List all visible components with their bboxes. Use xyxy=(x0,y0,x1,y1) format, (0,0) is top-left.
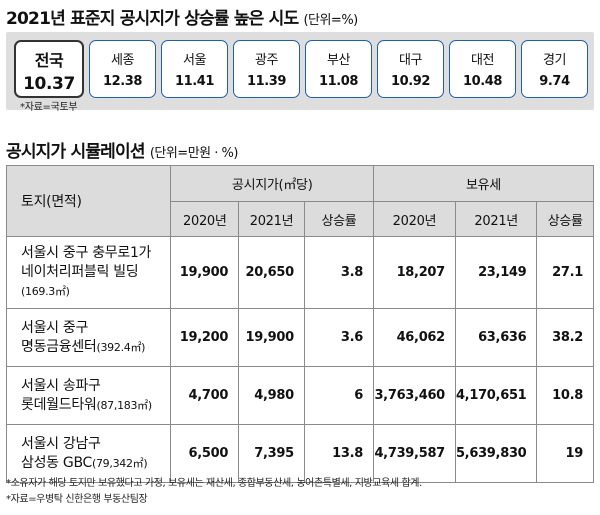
tax-2020-cell: 46,062 xyxy=(372,308,456,367)
tax-2021-cell: 23,149 xyxy=(454,236,538,309)
land-cell: 서울시 중구 명동금융센터(392.4㎡) xyxy=(5,308,172,367)
table-row: 서울시 중구 충무로1가 네이처리퍼블릭 빌딩 (169.3㎡) 19,900 … xyxy=(5,236,594,309)
tax-2020-cell: 18,207 xyxy=(372,236,456,309)
land-line2: 네이처리퍼블릭 빌딩 xyxy=(21,264,139,281)
land-cell: 서울시 강남구 삼성동 GBC(79,342㎡) xyxy=(5,424,172,483)
land-line1: 서울시 중구 충무로1가 xyxy=(21,245,152,262)
region-card-busan: 부산 11.08 xyxy=(305,40,372,98)
price-2021-cell: 20,650 xyxy=(238,236,305,309)
region-card-gwangju: 광주 11.39 xyxy=(233,40,300,98)
footnote-note: *소유자가 해당 토지만 보유했다고 가정, 보유세는 재산세, 종합부동산세,… xyxy=(6,478,422,489)
land-line2: 삼성동 GBC xyxy=(21,454,92,471)
region-value: 11.08 xyxy=(318,74,359,89)
tax-2021-cell: 4,170,651 xyxy=(454,366,538,425)
footnote-source: *자료=우병탁 신한은행 부동산팀장 xyxy=(6,494,148,505)
region-value: 10.92 xyxy=(390,74,431,89)
tax-2021-cell: 5,639,830 xyxy=(454,424,538,483)
price-rate-cell: 13.8 xyxy=(303,424,374,483)
price-2021-cell: 4,980 xyxy=(238,366,305,425)
group-header-price: 공시지가(㎡당) xyxy=(170,165,374,202)
region-card-daegu: 대구 10.92 xyxy=(377,40,444,98)
table-title: 공시지가 시뮬레이션 (단위=만원 · %) xyxy=(6,137,238,162)
region-name: 부산 xyxy=(327,53,350,68)
land-cell: 서울시 중구 충무로1가 네이처리퍼블릭 빌딩 (169.3㎡) xyxy=(5,236,172,309)
region-value: 10.37 xyxy=(23,74,75,94)
region-name: 서울 xyxy=(183,53,206,68)
land-line2: 명동금융센터 xyxy=(21,338,97,355)
region-name: 전국 xyxy=(34,51,64,70)
region-name: 대전 xyxy=(471,53,494,68)
price-2020-cell: 19,200 xyxy=(170,308,240,367)
sub-header-tax-rate: 상승률 xyxy=(536,201,594,237)
region-card-gyeonggi: 경기 9.74 xyxy=(521,40,588,98)
tax-rate-cell: 19 xyxy=(536,424,594,483)
land-line2: 롯데월드타워 xyxy=(21,396,97,413)
sub-header-tax-2020: 2020년 xyxy=(372,201,456,237)
region-value: 9.74 xyxy=(539,74,570,89)
land-line1: 서울시 송파구 xyxy=(21,377,101,394)
price-2020-cell: 4,700 xyxy=(170,366,240,425)
tax-rate-cell: 38.2 xyxy=(536,308,594,367)
tax-2021-cell: 63,636 xyxy=(454,308,538,367)
price-rate-cell: 3.6 xyxy=(303,308,374,367)
group-header-tax: 보유세 xyxy=(372,165,595,202)
chart-title: 2021년 표준지 공시지가 상승률 높은 시도 (단위=%) xyxy=(6,4,358,29)
table-title-text: 공시지가 시뮬레이션 xyxy=(6,142,145,162)
region-value: 10.48 xyxy=(462,74,503,89)
region-value: 11.39 xyxy=(246,74,287,89)
land-line1: 서울시 강남구 xyxy=(21,435,101,452)
land-area: (392.4㎡) xyxy=(96,340,146,354)
region-value: 12.38 xyxy=(102,74,143,89)
tax-2020-cell: 4,739,587 xyxy=(372,424,456,483)
region-name: 광주 xyxy=(255,53,278,68)
land-line1: 서울시 중구 xyxy=(21,319,89,336)
footnote: *소유자가 해당 토지만 보유했다고 가정, 보유세는 재산세, 종합부동산세,… xyxy=(6,476,422,508)
table-row: 서울시 중구 명동금융센터(392.4㎡) 19,200 19,900 3.6 … xyxy=(5,308,594,367)
region-name: 경기 xyxy=(543,53,566,68)
cards-source: *자료=국토부 xyxy=(20,102,78,113)
simulation-table: 토지(면적) 공시지가(㎡당) 보유세 2020년 2021년 상승률 2020… xyxy=(5,165,595,483)
title-unit: (단위=%) xyxy=(303,13,358,28)
price-2020-cell: 6,500 xyxy=(170,424,240,483)
column-header-land: 토지(면적) xyxy=(5,165,172,237)
table-row: 서울시 강남구 삼성동 GBC(79,342㎡) 6,500 7,395 13.… xyxy=(5,424,594,483)
region-card-sejong: 세종 12.38 xyxy=(89,40,156,98)
land-area: (79,342㎡) xyxy=(91,456,148,470)
price-2021-cell: 7,395 xyxy=(238,424,305,483)
sub-header-price-rate: 상승률 xyxy=(303,201,374,237)
tax-rate-cell: 27.1 xyxy=(536,236,594,309)
region-name: 대구 xyxy=(399,53,422,68)
region-card-nationwide: 전국 10.37 xyxy=(14,40,84,98)
table-unit: (단위=만원 · %) xyxy=(149,146,239,161)
sub-header-price-2021: 2021년 xyxy=(238,201,305,237)
region-card-seoul: 서울 11.41 xyxy=(161,40,228,98)
region-value: 11.41 xyxy=(174,74,215,89)
tax-rate-cell: 10.8 xyxy=(536,366,594,425)
price-2021-cell: 19,900 xyxy=(238,308,305,367)
land-area: (169.3㎡) xyxy=(21,284,70,298)
title-text: 2021년 표준지 공시지가 상승률 높은 시도 xyxy=(6,9,299,29)
table-row: 서울시 송파구 롯데월드타워(87,183㎡) 4,700 4,980 6 3,… xyxy=(5,366,594,425)
land-cell: 서울시 송파구 롯데월드타워(87,183㎡) xyxy=(5,366,172,425)
land-area: (87,183㎡) xyxy=(96,398,152,412)
region-card-daejeon: 대전 10.48 xyxy=(449,40,516,98)
region-cards: 전국 10.37 세종 12.38 서울 11.41 광주 11.39 부산 1… xyxy=(14,40,588,98)
price-rate-cell: 3.8 xyxy=(303,236,374,309)
price-2020-cell: 19,900 xyxy=(170,236,240,309)
tax-2020-cell: 3,763,460 xyxy=(372,366,456,425)
sub-header-tax-2021: 2021년 xyxy=(454,201,538,237)
region-name: 세종 xyxy=(111,53,134,68)
sub-header-price-2020: 2020년 xyxy=(170,201,240,237)
price-rate-cell: 6 xyxy=(303,366,374,425)
